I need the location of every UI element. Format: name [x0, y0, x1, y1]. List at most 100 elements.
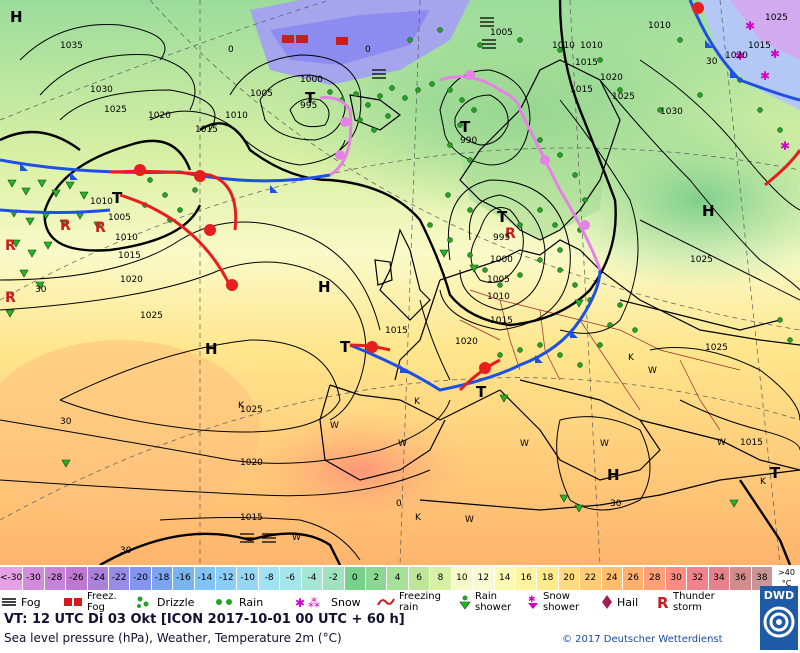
isotherm-label: 30	[610, 499, 622, 509]
pressure-centre: H	[607, 466, 620, 484]
temperature-scale-unit: >40 °C	[773, 567, 800, 590]
isobar-label: 1010	[648, 21, 671, 31]
pressure-centre: T	[460, 118, 471, 136]
country-borders	[459, 289, 741, 431]
freezing-rain-icon	[377, 598, 395, 606]
isobar-labels: 1035 1030 1025 1020 1015 1010 1005 1000 …	[60, 13, 788, 523]
legend-thunderstorm: R Thunder storm	[656, 590, 730, 614]
wind-letter: W	[292, 533, 301, 543]
legend-fog: Fog	[0, 590, 62, 614]
isobar-label: 995	[300, 101, 317, 111]
isobar-label: 1015	[748, 41, 771, 51]
scale-swatch: -28	[44, 567, 67, 590]
dwd-logo-text: DWD	[763, 589, 795, 602]
isobar-label: 1010	[552, 41, 575, 51]
isotherm-label: 30	[706, 57, 718, 67]
isobar-label: 1005	[487, 275, 510, 285]
scale-swatch: 18	[537, 567, 559, 590]
chart-description: Sea level pressure (hPa), Weather, Tempe…	[4, 631, 342, 645]
scale-swatch: -30	[23, 567, 45, 590]
scale-swatch: <-30	[0, 567, 24, 590]
scale-swatch: -10	[237, 567, 259, 590]
isobar-label: 1020	[148, 111, 171, 121]
scale-swatch: -18	[151, 567, 174, 590]
svg-text:✱: ✱	[745, 19, 755, 33]
wind-letter: K	[760, 477, 767, 487]
isobar-label: 1025	[612, 92, 635, 102]
svg-text:✱: ✱	[528, 595, 536, 605]
isobar-label: 1005	[490, 28, 513, 38]
rain-shower-icon	[459, 595, 471, 610]
pressure-centre: H	[10, 8, 23, 26]
isotherm-label: 30	[60, 417, 72, 427]
isobar-label: 1020	[120, 275, 143, 285]
wind-letter: W	[520, 439, 529, 449]
pressure-centre: H	[205, 340, 218, 358]
legend-hail: Hail	[600, 590, 656, 614]
svg-text:R: R	[60, 218, 71, 234]
isobar-label: 1010	[487, 292, 510, 302]
copyright: © 2017 Deutscher Wetterdienst	[562, 634, 723, 645]
isobar-label: 1005	[108, 213, 131, 223]
svg-text:✱: ✱	[770, 47, 780, 61]
isobar-label: 1025	[705, 343, 728, 353]
pressure-centre: T	[476, 383, 487, 401]
isobar-label: 1015	[385, 326, 408, 336]
scale-swatch: -26	[66, 567, 88, 590]
pressure-centre: T	[340, 338, 351, 356]
isobar-label: 1035	[60, 41, 83, 51]
isobar-label: 990	[460, 136, 477, 146]
pressure-centre: T	[305, 89, 316, 107]
wind-letter: K	[414, 397, 421, 407]
legend-label: Snow shower	[543, 591, 580, 613]
wind-letter: W	[717, 438, 726, 448]
svg-text:✱: ✱	[295, 596, 305, 609]
scale-swatch: 0	[344, 567, 366, 590]
scale-swatch: 4	[387, 567, 409, 590]
snow-symbols: ✱✱ ✱✱ ✱	[735, 19, 790, 153]
dwd-swirl-icon	[763, 606, 795, 638]
wind-letter: W	[330, 421, 339, 431]
isobars	[0, 23, 800, 561]
svg-text:⁂: ⁂	[308, 596, 320, 609]
legend-label: Rain	[239, 595, 264, 609]
legend-snow-shower: ✱ Snow shower	[526, 590, 600, 614]
isobar-label: 1030	[660, 107, 683, 117]
drizzle-icon	[137, 596, 149, 608]
legend-label: Freezing rain	[399, 591, 441, 613]
isobar-label: 1015	[575, 58, 598, 68]
pressure-centre: H	[318, 278, 331, 296]
svg-text:R: R	[5, 290, 16, 306]
weather-symbol-legend: Fog Freez. Fog Drizzle Rain ✱ ⁂ Snow Free…	[0, 590, 760, 614]
pressure-centre: T	[497, 208, 508, 226]
scale-swatch: 24	[601, 567, 624, 590]
legend-snow: ✱ ⁂ Snow	[294, 590, 376, 614]
freezing-fog-symbols	[282, 35, 348, 45]
isobar-label: 1020	[725, 51, 748, 61]
scale-swatch: -24	[87, 567, 109, 590]
fog-icon	[2, 598, 16, 606]
isobar-label: 1020	[455, 337, 478, 347]
scale-swatch: 12	[473, 567, 495, 590]
svg-text:✱: ✱	[780, 139, 790, 153]
legend-label: Drizzle	[157, 595, 195, 609]
thunderstorm-symbols: R R R R R	[5, 218, 516, 306]
legend-drizzle: Drizzle	[134, 590, 214, 614]
pressure-centre: H	[702, 202, 715, 220]
isobar-label: 1010	[115, 233, 138, 243]
scale-swatch: 14	[494, 567, 516, 590]
isobar-label: 1015	[240, 513, 263, 523]
scale-swatch: -12	[216, 567, 238, 590]
scale-swatch: -4	[301, 567, 324, 590]
pressure-centres: H T T T T H H T H H T T	[10, 8, 781, 484]
fronts	[0, 0, 800, 392]
svg-text:✱: ✱	[760, 69, 770, 83]
lat-lon-grid	[0, 0, 800, 565]
pressure-centre: T	[112, 189, 123, 207]
scale-swatch: 20	[558, 567, 581, 590]
wind-letters: K K W W W K W W W K K W W	[238, 353, 767, 543]
legend-label: Fog	[21, 595, 41, 609]
wind-letter: W	[398, 439, 407, 449]
rain-icon	[216, 599, 232, 605]
